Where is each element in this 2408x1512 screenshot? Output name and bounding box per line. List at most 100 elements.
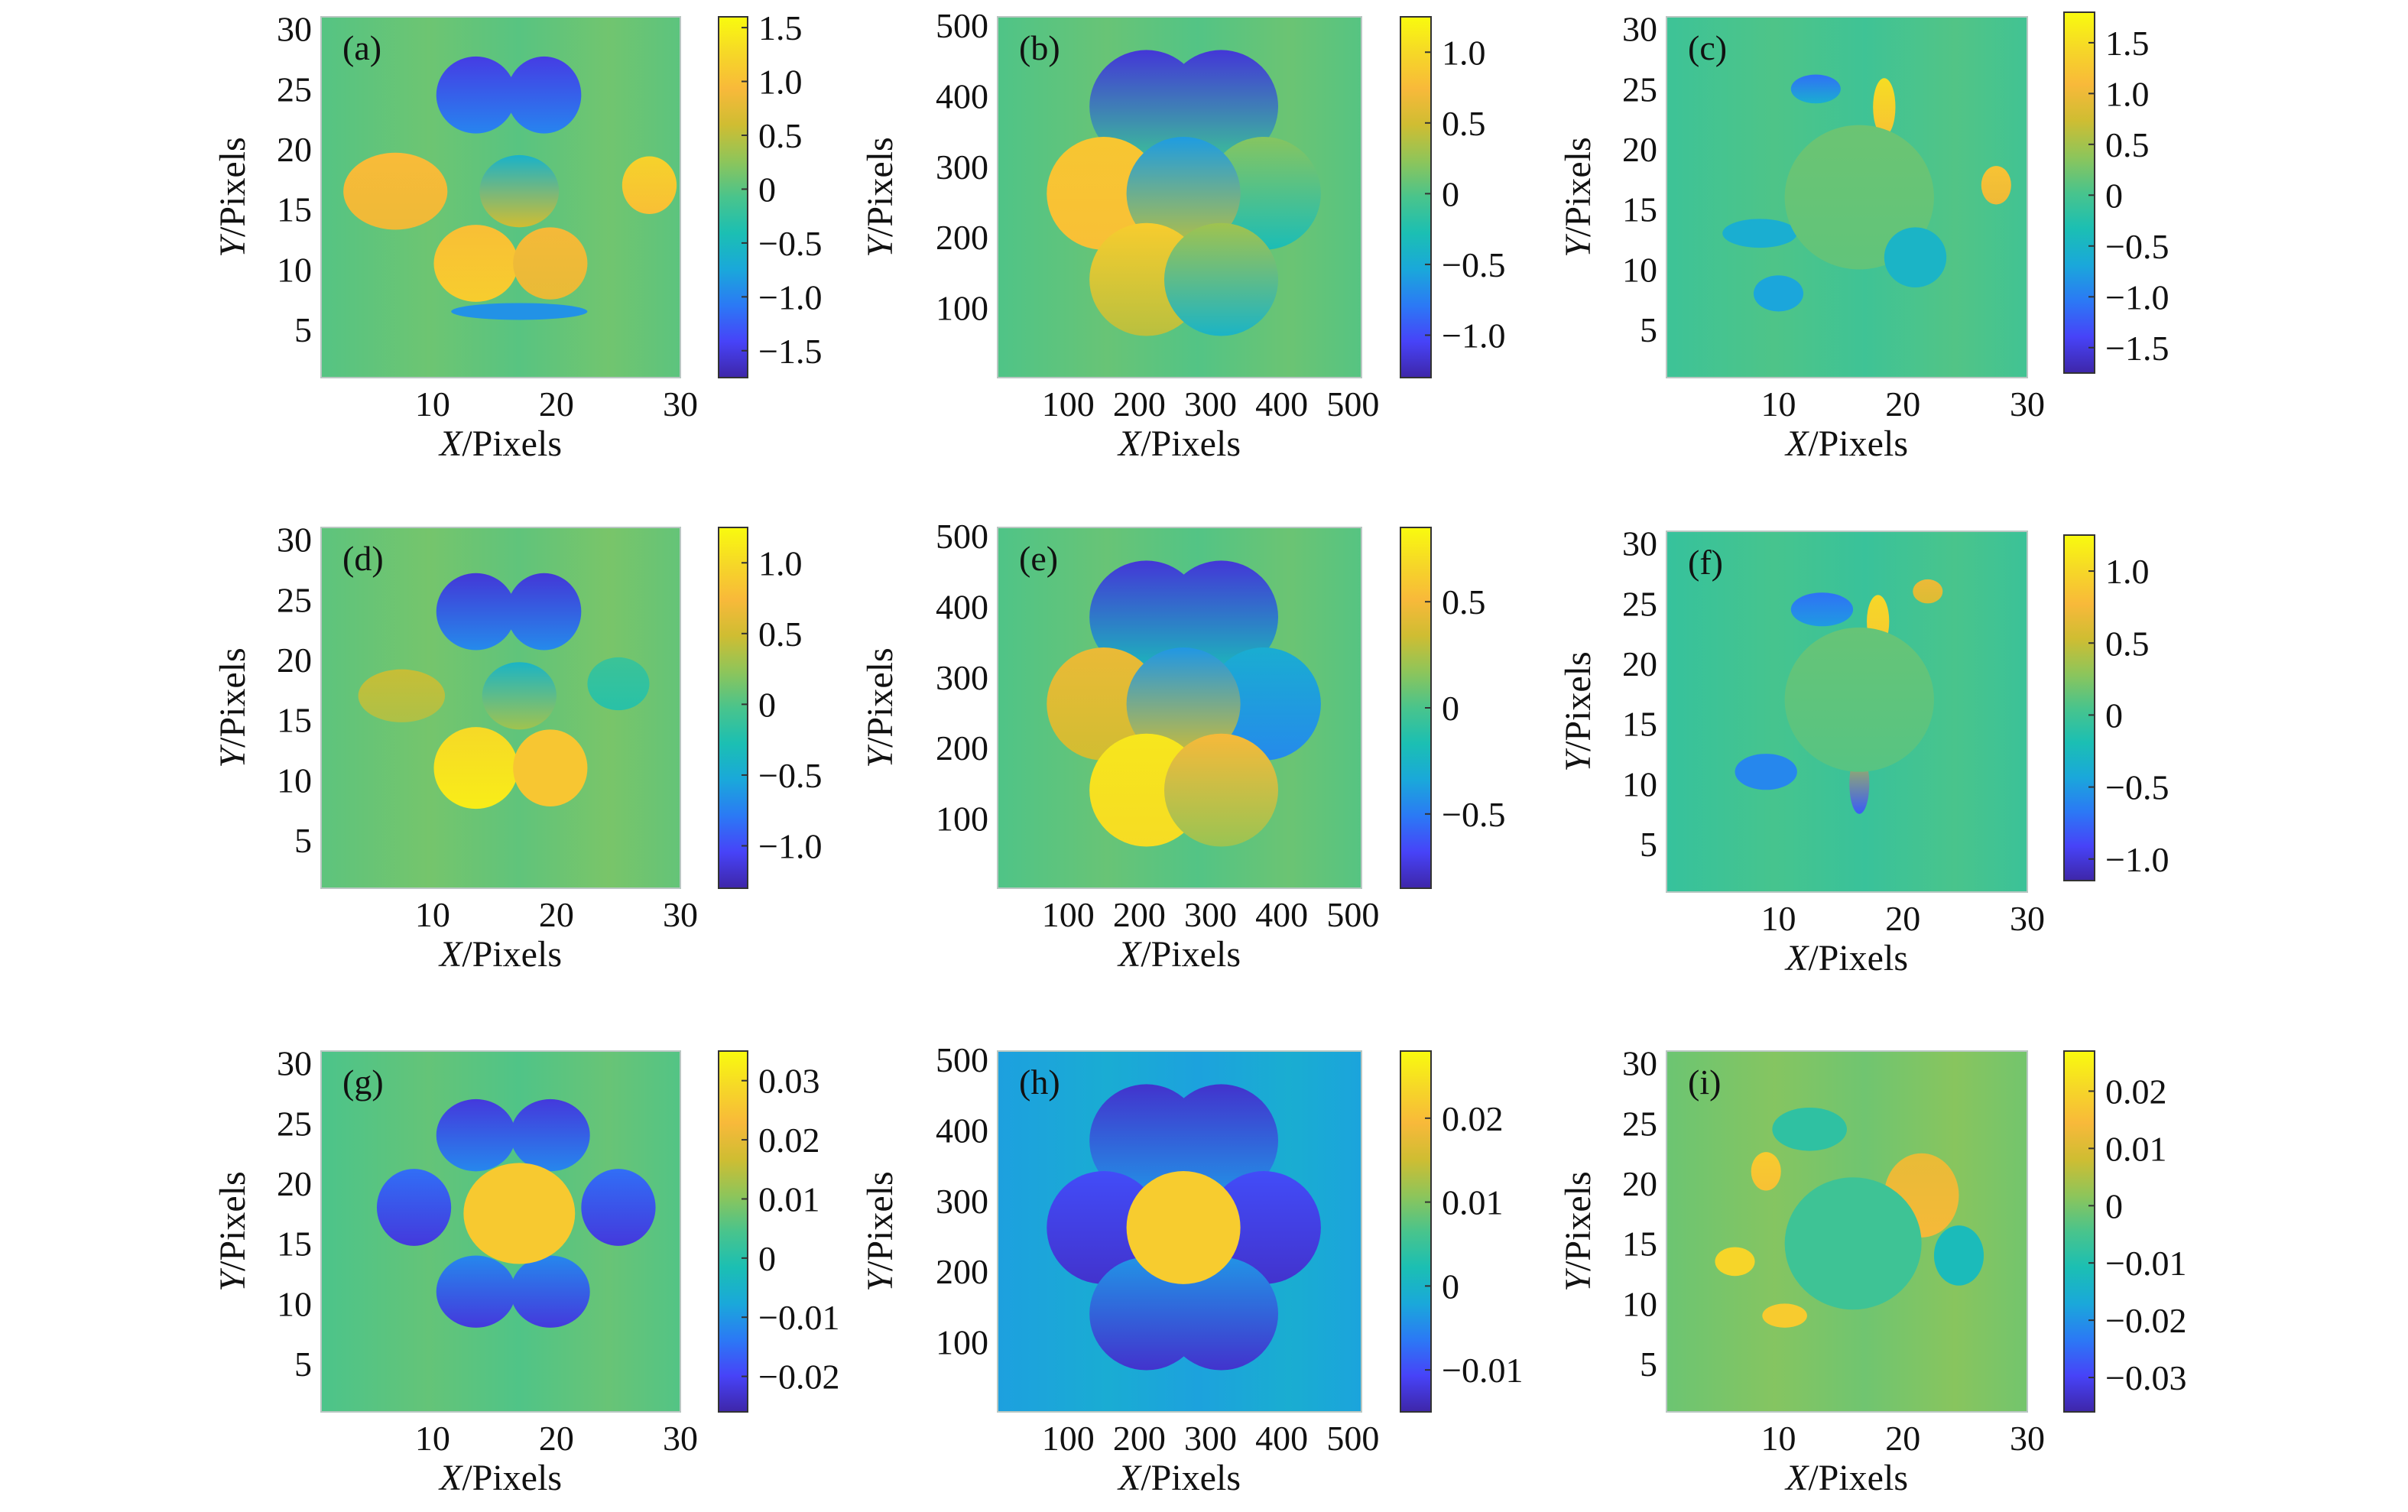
colorbar-tick-label-f: 0 (2105, 696, 2123, 735)
y-tick-label-c: 20 (1622, 130, 1657, 169)
y-tick-label-b: 400 (936, 76, 988, 115)
field-region-e-6 (1163, 733, 1279, 847)
panel-label-e: (e) (1019, 539, 1058, 578)
panel-h: (h) 100 200 300 400 500 100 200 300 400 500 X/Pixel… (860, 1040, 1523, 1498)
panel-label-i: (i) (1688, 1063, 1721, 1102)
panel-i: (i) 10 20 30 5 10 15 20 25 30 X/Pixels Y/Pixels 0.02… (1558, 1044, 2186, 1498)
colorbar-tick-label-f: −0.5 (2105, 768, 2169, 807)
y-tick-label-h: 100 (936, 1323, 988, 1362)
x-tick-label-e: 100 (1042, 895, 1095, 934)
y-tick-label-f: 5 (1640, 825, 1657, 864)
colorbar-tick-label-d: 0.5 (758, 615, 803, 654)
colorbar-tick-label-c: −1.0 (2105, 277, 2169, 316)
colorbar-tick-label-h: 0 (1442, 1267, 1459, 1306)
plot-area-g (321, 1051, 680, 1412)
colorbar-tick-label-d: 1.0 (758, 543, 803, 582)
y-tick-label-c: 30 (1622, 10, 1657, 49)
field-region-a-5 (513, 227, 588, 300)
y-axis-label-a: Y/Pixels (213, 137, 253, 257)
colorbar-d (719, 527, 748, 888)
x-axis-label-i: X/Pixels (1784, 1458, 1908, 1498)
y-tick-label-g: 10 (277, 1284, 312, 1323)
field-region-a-4 (433, 225, 518, 302)
colorbar-tick-label-h: −0.01 (1442, 1351, 1523, 1390)
y-tick-label-c: 15 (1622, 190, 1657, 229)
colorbar-tick-label-i: −0.01 (2105, 1244, 2186, 1283)
panel-label-h: (h) (1019, 1063, 1060, 1102)
panel-label-b: (b) (1019, 28, 1060, 67)
colorbar-tick-label-a: 0 (758, 170, 776, 209)
plot-frame-d (320, 527, 681, 889)
colorbar-tick-label-g: 0.01 (758, 1179, 820, 1218)
x-axis-label-h: X/Pixels (1117, 1458, 1241, 1498)
y-tick-label-f: 20 (1622, 644, 1657, 683)
y-tick-label-i: 10 (1622, 1284, 1657, 1323)
panel-label-a: (a) (342, 28, 381, 67)
y-tick-label-d: 30 (277, 521, 312, 560)
field-region-h-2 (1047, 1171, 1161, 1284)
colorbar-tick-label-f: 1.0 (2105, 552, 2150, 591)
colorbar-tick-label-i: 0 (2105, 1186, 2123, 1225)
colorbar-tick-label-i: 0.01 (2105, 1129, 2167, 1168)
y-tick-label-b: 300 (936, 148, 988, 187)
colorbar-tick-label-d: 0 (758, 685, 776, 724)
x-tick-label-a: 20 (539, 384, 574, 423)
y-tick-label-d: 5 (294, 821, 312, 860)
plot-frame-g (320, 1050, 681, 1413)
plot-frame-b (997, 16, 1362, 378)
plot-frame-a (320, 16, 681, 378)
y-tick-label-c: 25 (1622, 70, 1657, 109)
y-tick-label-i: 20 (1622, 1164, 1657, 1203)
colorbar-tick-label-h: 0.02 (1442, 1099, 1504, 1138)
field-region-b-4 (1126, 137, 1241, 250)
x-tick-label-h: 400 (1255, 1419, 1308, 1458)
x-tick-label-e: 200 (1113, 895, 1166, 934)
field-region-d-3 (587, 657, 650, 711)
colorbar-tick-label-g: 0.03 (758, 1062, 820, 1101)
colorbar-tick-label-a: 1.5 (758, 8, 803, 47)
y-tick-label-f: 15 (1622, 705, 1657, 744)
y-tick-label-a: 20 (277, 130, 312, 169)
colorbar-tick-label-c: −0.5 (2105, 227, 2169, 266)
field-region-b-1 (1163, 50, 1279, 164)
plot-frame-c (1666, 16, 2028, 378)
plot-area-c (1666, 17, 2027, 378)
colorbar-tick-label-a: 0.5 (758, 116, 803, 155)
field-region-h-6 (1126, 1171, 1241, 1284)
field-region-f-4 (1735, 754, 1797, 790)
colorbar-tick-label-e: 0 (1442, 689, 1459, 728)
y-axis-label-g: Y/Pixels (213, 1171, 253, 1291)
field-region-h-5 (1163, 1257, 1279, 1371)
colorbar-tick-label-g: −0.02 (758, 1358, 839, 1397)
field-region-c-2 (1981, 166, 2011, 205)
x-tick-label-h: 200 (1113, 1419, 1166, 1458)
colorbar-a (719, 17, 748, 378)
x-tick-label-i: 10 (1761, 1419, 1796, 1458)
y-axis-label-f: Y/Pixels (1558, 651, 1598, 771)
x-tick-label-g: 10 (415, 1419, 450, 1458)
y-tick-label-e: 500 (936, 517, 988, 556)
field-region-a-1 (507, 56, 582, 134)
x-tick-label-h: 300 (1184, 1419, 1237, 1458)
field-region-c-6 (1884, 227, 1947, 287)
field-region-c-4 (1753, 275, 1804, 312)
plot-area-e (998, 527, 1361, 888)
plot-area-f (1666, 531, 2027, 892)
field-region-i-3 (1715, 1247, 1755, 1277)
colorbar-tick-label-b: −0.5 (1442, 245, 1505, 284)
y-tick-label-h: 200 (936, 1252, 988, 1291)
x-tick-label-b: 200 (1113, 384, 1166, 423)
colorbar-b (1400, 17, 1431, 378)
y-tick-label-g: 15 (277, 1225, 312, 1264)
x-axis-label-c: X/Pixels (1784, 423, 1908, 464)
panel-f: (f) 10 20 30 5 10 15 20 25 30 X/Pixels Y/Pixels 1.0 0… (1558, 524, 2169, 978)
colorbar-tick-label-e: 0.5 (1442, 582, 1486, 621)
colorbar-frame-g (718, 1050, 748, 1413)
x-tick-label-d: 10 (415, 895, 450, 934)
colorbar-i (2064, 1051, 2095, 1412)
colorbar-tick-label-h: 0.01 (1442, 1183, 1504, 1222)
field-region-i-0 (1772, 1107, 1847, 1151)
field-region-a-3 (621, 156, 677, 215)
colorbar-tick-label-b: 1.0 (1442, 33, 1486, 72)
y-tick-label-d: 10 (277, 761, 312, 800)
